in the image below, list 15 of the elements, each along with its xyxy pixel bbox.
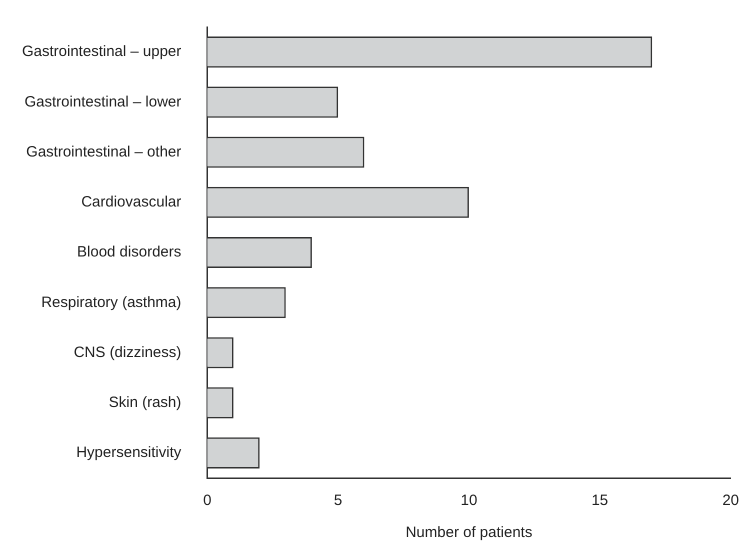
x-tick-label: 10	[460, 492, 478, 510]
y-tick-label: Gastrointestinal – upper	[22, 43, 182, 60]
y-tick-label: Blood disorders	[77, 244, 182, 261]
x-tick-label: 5	[334, 492, 342, 510]
y-tick-label: CNS (dizziness)	[74, 344, 182, 361]
y-tick-label: Skin (rash)	[108, 394, 182, 411]
y-tick-label: Gastrointestinal – other	[26, 143, 182, 160]
x-tick-label: 20	[722, 492, 739, 510]
y-tick-label: Respiratory (asthma)	[41, 294, 182, 311]
y-tick-label: Gastrointestinal – lower	[24, 93, 182, 110]
y-tick-label: Cardiovascular	[81, 194, 182, 211]
x-tick-label: 15	[591, 492, 608, 510]
x-axis-title: Number of patients	[406, 524, 532, 542]
x-tick-label: 0	[203, 492, 212, 510]
y-tick-label: Hypersensitivity	[76, 444, 182, 462]
